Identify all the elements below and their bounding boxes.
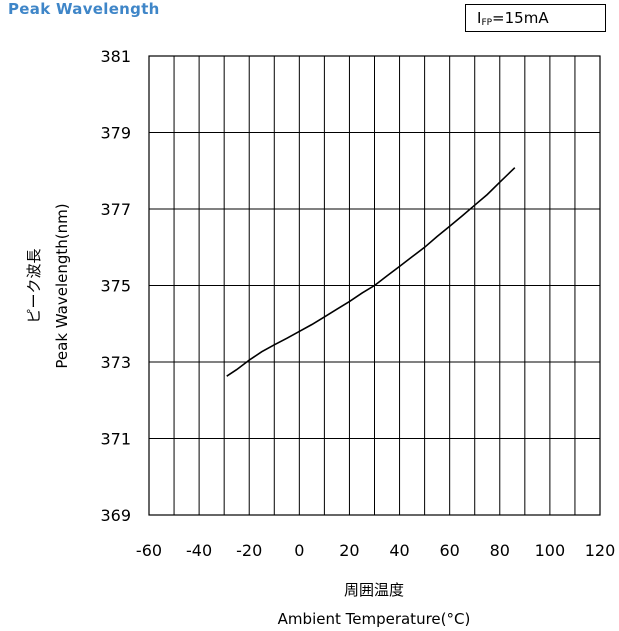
chart-title: Peak Wavelength xyxy=(8,0,160,18)
x-tick-label: 100 xyxy=(535,541,566,560)
series-line xyxy=(226,167,516,377)
x-tick-label: 0 xyxy=(294,541,304,560)
condition-symbol: I xyxy=(477,9,482,27)
condition-box: IFP=15mA xyxy=(465,4,606,32)
y-axis-label: Peak Wavelength(nm) xyxy=(53,203,71,368)
y-tick-label: 369 xyxy=(100,506,131,525)
x-tick-label: 40 xyxy=(389,541,409,560)
plot-frame xyxy=(148,55,601,516)
condition-subscript: FP xyxy=(481,18,493,28)
x-tick-label: 80 xyxy=(490,541,510,560)
y-tick-label: 371 xyxy=(100,430,131,449)
y-axis-label-japanese: ピーク波長 xyxy=(25,248,43,323)
y-tick-label: 377 xyxy=(100,200,131,219)
x-axis-label: Ambient Temperature(°C) xyxy=(278,610,471,628)
x-tick-label: -40 xyxy=(186,541,212,560)
x-tick-label: 120 xyxy=(585,541,616,560)
x-tick-label: 20 xyxy=(339,541,359,560)
y-tick-label: 379 xyxy=(100,124,131,143)
x-tick-label: -20 xyxy=(236,541,262,560)
condition-value: =15mA xyxy=(492,9,549,27)
y-tick-label: 381 xyxy=(100,47,131,66)
y-tick-label: 373 xyxy=(100,353,131,372)
y-tick-label: 375 xyxy=(100,277,131,296)
x-tick-label: 60 xyxy=(439,541,459,560)
x-axis-label-japanese: 周囲温度 xyxy=(344,581,404,599)
condition-text: IFP=15mA xyxy=(477,9,549,28)
x-tick-label: -60 xyxy=(136,541,162,560)
